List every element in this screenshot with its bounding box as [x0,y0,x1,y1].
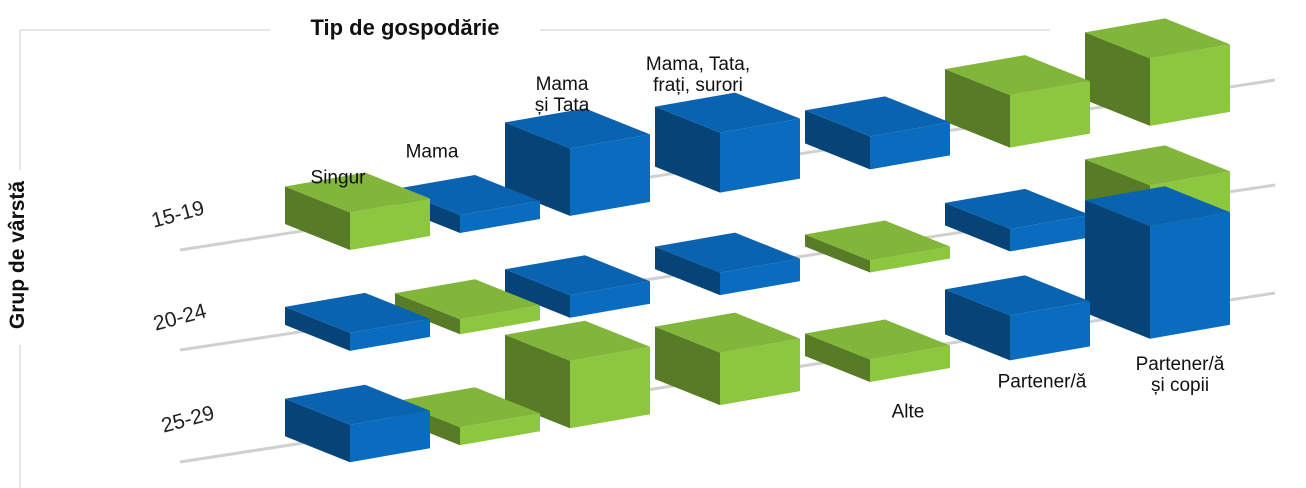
box [285,292,430,351]
y-axis-label: Grup de vârstă [6,180,29,330]
box-left-face [945,202,1010,252]
box [945,55,1090,148]
box-top-face [945,275,1090,316]
box-top-face [945,188,1090,229]
box-front-face [1150,212,1230,339]
category-label: Partener/ă și copii [1135,354,1225,396]
box-front-face [460,413,540,446]
box-top-face [1085,186,1230,227]
box-left-face [395,293,460,335]
box-left-face [805,333,870,382]
category-label: Partener/ă [997,371,1087,393]
box-front-face [870,122,950,170]
box [655,312,800,406]
box [655,232,800,296]
box [395,279,540,335]
box-top-face [395,174,540,215]
box [945,188,1090,252]
category-label: Mama [405,141,459,163]
box-left-face [505,334,570,429]
box [505,255,650,318]
box-top-face [1085,145,1230,186]
box-top-face [945,55,1090,96]
box [505,320,650,429]
box-top-face [655,92,800,133]
box-left-face [945,289,1010,361]
category-label: Alte [891,401,925,423]
box-top-face [805,96,950,137]
box-left-face [655,106,720,193]
box-top-face [285,384,430,425]
box-front-face [1150,44,1230,126]
box-left-face [1085,32,1150,126]
box-left-face [285,306,350,351]
box-front-face [1010,301,1090,361]
category-label: Singur [310,167,366,189]
box [805,319,950,382]
box-top-face [395,279,540,320]
box-left-face [945,69,1010,148]
box-front-face [720,118,800,193]
category-label: Mama și Tata [534,74,590,116]
box-left-face [805,234,870,273]
box [505,108,650,216]
box-left-face [285,398,350,463]
box [655,92,800,193]
category-label: Mama, Tata, frați, surori [645,54,751,96]
box-left-face [285,186,350,251]
box-front-face [570,346,650,429]
box-left-face [505,122,570,216]
box-front-face [570,281,650,318]
box-left-face [655,246,720,296]
box-front-face [350,410,430,463]
box-front-face [870,246,950,273]
box-top-face [805,319,950,360]
box-front-face [1010,214,1090,252]
box-front-face [350,318,430,351]
box [1085,186,1230,339]
box-top-face [505,320,650,361]
box [805,220,950,273]
box-left-face [1085,200,1150,339]
box-top-face [285,172,430,213]
box-front-face [570,134,650,216]
box-front-face [870,345,950,382]
box-front-face [460,305,540,335]
chart-title: Tip de gospodărie [310,15,500,40]
box-left-face [805,110,870,170]
box-front-face [720,338,800,406]
box-left-face [655,326,720,406]
box-top-face [505,108,650,149]
box [285,172,430,251]
box [805,96,950,170]
box-front-face [460,200,540,233]
box-front-face [350,198,430,251]
box [1085,18,1230,126]
box-front-face [1010,81,1090,148]
box-front-face [720,258,800,296]
box-left-face [505,269,570,318]
box-top-face [505,255,650,296]
box-top-face [395,387,540,428]
box [285,384,430,463]
box-top-face [805,220,950,261]
box-top-face [655,312,800,353]
box-top-face [1085,18,1230,59]
box-top-face [285,292,430,333]
box [945,275,1090,361]
box-top-face [655,232,800,273]
